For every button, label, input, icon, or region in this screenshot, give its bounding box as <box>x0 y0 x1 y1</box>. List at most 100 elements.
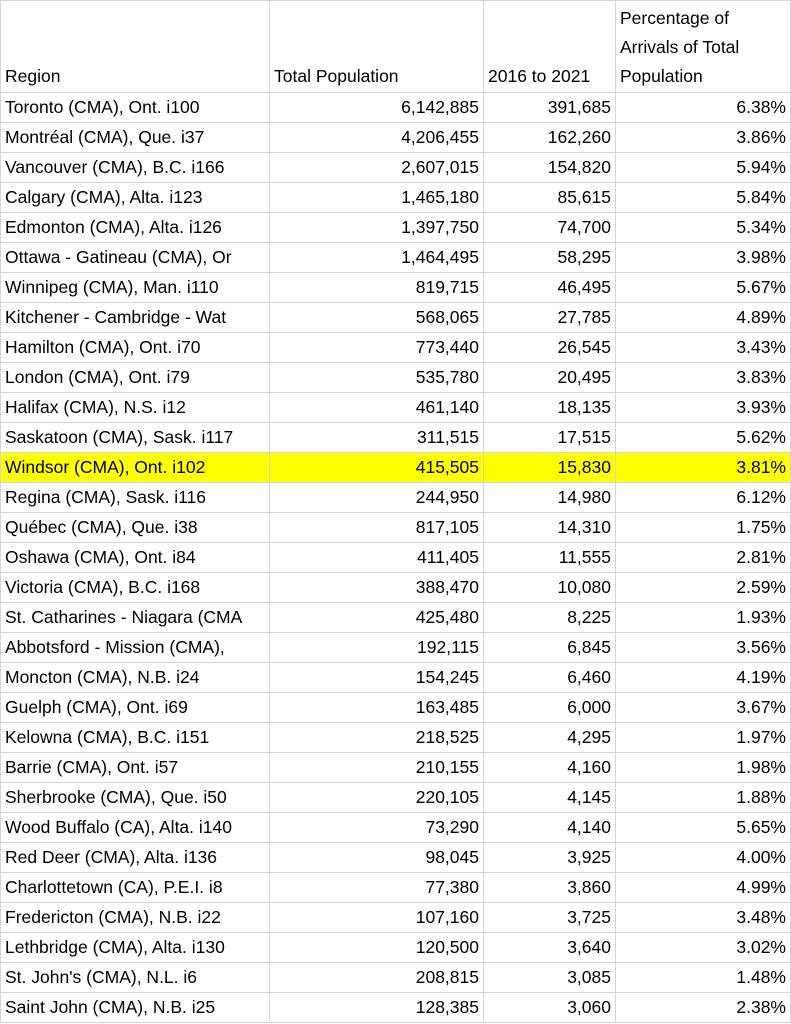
cell-total-population[interactable]: 154,245 <box>269 662 484 693</box>
cell-total-population[interactable]: 817,105 <box>269 512 484 543</box>
cell-arrivals[interactable]: 10,080 <box>483 572 616 603</box>
cell-arrivals[interactable]: 4,160 <box>483 752 616 783</box>
cell-arrivals[interactable]: 58,295 <box>483 242 616 273</box>
cell-region[interactable]: Vancouver (CMA), B.C. i166 <box>0 152 270 183</box>
cell-total-population[interactable]: 411,405 <box>269 542 484 573</box>
cell-arrivals[interactable]: 17,515 <box>483 422 616 453</box>
cell-arrivals[interactable]: 391,685 <box>483 92 616 123</box>
cell-total-population[interactable]: 218,525 <box>269 722 484 753</box>
cell-percentage[interactable]: 1.98% <box>615 752 791 783</box>
cell-arrivals[interactable]: 27,785 <box>483 302 616 333</box>
header-period[interactable]: 2016 to 2021 <box>483 0 616 93</box>
cell-percentage[interactable]: 5.67% <box>615 272 791 303</box>
cell-region[interactable]: Edmonton (CMA), Alta. i126 <box>0 212 270 243</box>
cell-region[interactable]: Winnipeg (CMA), Man. i110 <box>0 272 270 303</box>
cell-percentage[interactable]: 6.12% <box>615 482 791 513</box>
cell-region[interactable]: Québec (CMA), Que. i38 <box>0 512 270 543</box>
cell-arrivals[interactable]: 162,260 <box>483 122 616 153</box>
cell-total-population[interactable]: 388,470 <box>269 572 484 603</box>
cell-arrivals[interactable]: 26,545 <box>483 332 616 363</box>
cell-percentage[interactable]: 1.48% <box>615 962 791 993</box>
cell-region[interactable]: Saskatoon (CMA), Sask. i117 <box>0 422 270 453</box>
cell-arrivals[interactable]: 4,140 <box>483 812 616 843</box>
cell-total-population[interactable]: 73,290 <box>269 812 484 843</box>
cell-region[interactable]: Halifax (CMA), N.S. i12 <box>0 392 270 423</box>
cell-arrivals[interactable]: 20,495 <box>483 362 616 393</box>
cell-percentage[interactable]: 3.56% <box>615 632 791 663</box>
cell-total-population[interactable]: 98,045 <box>269 842 484 873</box>
cell-percentage[interactable]: 3.02% <box>615 932 791 963</box>
cell-percentage[interactable]: 1.93% <box>615 602 791 633</box>
cell-region[interactable]: Moncton (CMA), N.B. i24 <box>0 662 270 693</box>
cell-total-population[interactable]: 220,105 <box>269 782 484 813</box>
cell-arrivals[interactable]: 3,925 <box>483 842 616 873</box>
cell-total-population[interactable]: 208,815 <box>269 962 484 993</box>
cell-region[interactable]: Wood Buffalo (CA), Alta. i140 <box>0 812 270 843</box>
cell-arrivals[interactable]: 4,295 <box>483 722 616 753</box>
cell-region[interactable]: Kitchener - Cambridge - Wat <box>0 302 270 333</box>
cell-percentage[interactable]: 1.75% <box>615 512 791 543</box>
cell-arrivals[interactable]: 3,060 <box>483 992 616 1023</box>
cell-percentage[interactable]: 5.34% <box>615 212 791 243</box>
cell-percentage[interactable]: 3.86% <box>615 122 791 153</box>
cell-percentage[interactable]: 5.65% <box>615 812 791 843</box>
cell-arrivals[interactable]: 3,640 <box>483 932 616 963</box>
cell-arrivals[interactable]: 15,830 <box>483 452 616 483</box>
cell-arrivals[interactable]: 14,980 <box>483 482 616 513</box>
cell-region[interactable]: St. Catharines - Niagara (CMA <box>0 602 270 633</box>
cell-percentage[interactable]: 4.19% <box>615 662 791 693</box>
cell-total-population[interactable]: 425,480 <box>269 602 484 633</box>
cell-total-population[interactable]: 107,160 <box>269 902 484 933</box>
header-percentage[interactable]: Percentage of Arrivals of Total Populati… <box>615 0 791 93</box>
cell-total-population[interactable]: 1,464,495 <box>269 242 484 273</box>
cell-total-population[interactable]: 773,440 <box>269 332 484 363</box>
cell-region[interactable]: Oshawa (CMA), Ont. i84 <box>0 542 270 573</box>
cell-total-population[interactable]: 4,206,455 <box>269 122 484 153</box>
cell-total-population[interactable]: 244,950 <box>269 482 484 513</box>
cell-total-population[interactable]: 6,142,885 <box>269 92 484 123</box>
cell-percentage[interactable]: 3.83% <box>615 362 791 393</box>
cell-arrivals[interactable]: 8,225 <box>483 602 616 633</box>
cell-total-population[interactable]: 461,140 <box>269 392 484 423</box>
cell-region[interactable]: Regina (CMA), Sask. i116 <box>0 482 270 513</box>
cell-percentage[interactable]: 2.81% <box>615 542 791 573</box>
cell-arrivals[interactable]: 154,820 <box>483 152 616 183</box>
cell-region[interactable]: Toronto (CMA), Ont. i100 <box>0 92 270 123</box>
cell-region[interactable]: Montréal (CMA), Que. i37 <box>0 122 270 153</box>
cell-region[interactable]: Kelowna (CMA), B.C. i151 <box>0 722 270 753</box>
cell-percentage[interactable]: 3.81% <box>615 452 791 483</box>
cell-region[interactable]: Victoria (CMA), B.C. i168 <box>0 572 270 603</box>
cell-total-population[interactable]: 568,065 <box>269 302 484 333</box>
cell-percentage[interactable]: 5.62% <box>615 422 791 453</box>
cell-region[interactable]: Calgary (CMA), Alta. i123 <box>0 182 270 213</box>
cell-arrivals[interactable]: 3,860 <box>483 872 616 903</box>
cell-total-population[interactable]: 210,155 <box>269 752 484 783</box>
cell-region[interactable]: Barrie (CMA), Ont. i57 <box>0 752 270 783</box>
cell-region[interactable]: Guelph (CMA), Ont. i69 <box>0 692 270 723</box>
cell-arrivals[interactable]: 6,460 <box>483 662 616 693</box>
cell-percentage[interactable]: 2.59% <box>615 572 791 603</box>
cell-region[interactable]: Charlottetown (CA), P.E.I. i8 <box>0 872 270 903</box>
cell-percentage[interactable]: 3.43% <box>615 332 791 363</box>
header-region[interactable]: Region <box>0 0 270 93</box>
header-total-population[interactable]: Total Population <box>269 0 484 93</box>
cell-arrivals[interactable]: 3,085 <box>483 962 616 993</box>
cell-region[interactable]: Ottawa - Gatineau (CMA), Or <box>0 242 270 273</box>
cell-total-population[interactable]: 77,380 <box>269 872 484 903</box>
cell-arrivals[interactable]: 46,495 <box>483 272 616 303</box>
cell-total-population[interactable]: 311,515 <box>269 422 484 453</box>
cell-arrivals[interactable]: 4,145 <box>483 782 616 813</box>
cell-arrivals[interactable]: 6,845 <box>483 632 616 663</box>
cell-percentage[interactable]: 3.98% <box>615 242 791 273</box>
cell-total-population[interactable]: 192,115 <box>269 632 484 663</box>
cell-region[interactable]: St. John's (CMA), N.L. i6 <box>0 962 270 993</box>
cell-percentage[interactable]: 5.84% <box>615 182 791 213</box>
cell-percentage[interactable]: 4.99% <box>615 872 791 903</box>
cell-arrivals[interactable]: 14,310 <box>483 512 616 543</box>
cell-region[interactable]: Saint John (CMA), N.B. i25 <box>0 992 270 1023</box>
cell-percentage[interactable]: 1.97% <box>615 722 791 753</box>
cell-percentage[interactable]: 6.38% <box>615 92 791 123</box>
cell-region[interactable]: Abbotsford - Mission (CMA), <box>0 632 270 663</box>
cell-total-population[interactable]: 415,505 <box>269 452 484 483</box>
cell-percentage[interactable]: 1.88% <box>615 782 791 813</box>
